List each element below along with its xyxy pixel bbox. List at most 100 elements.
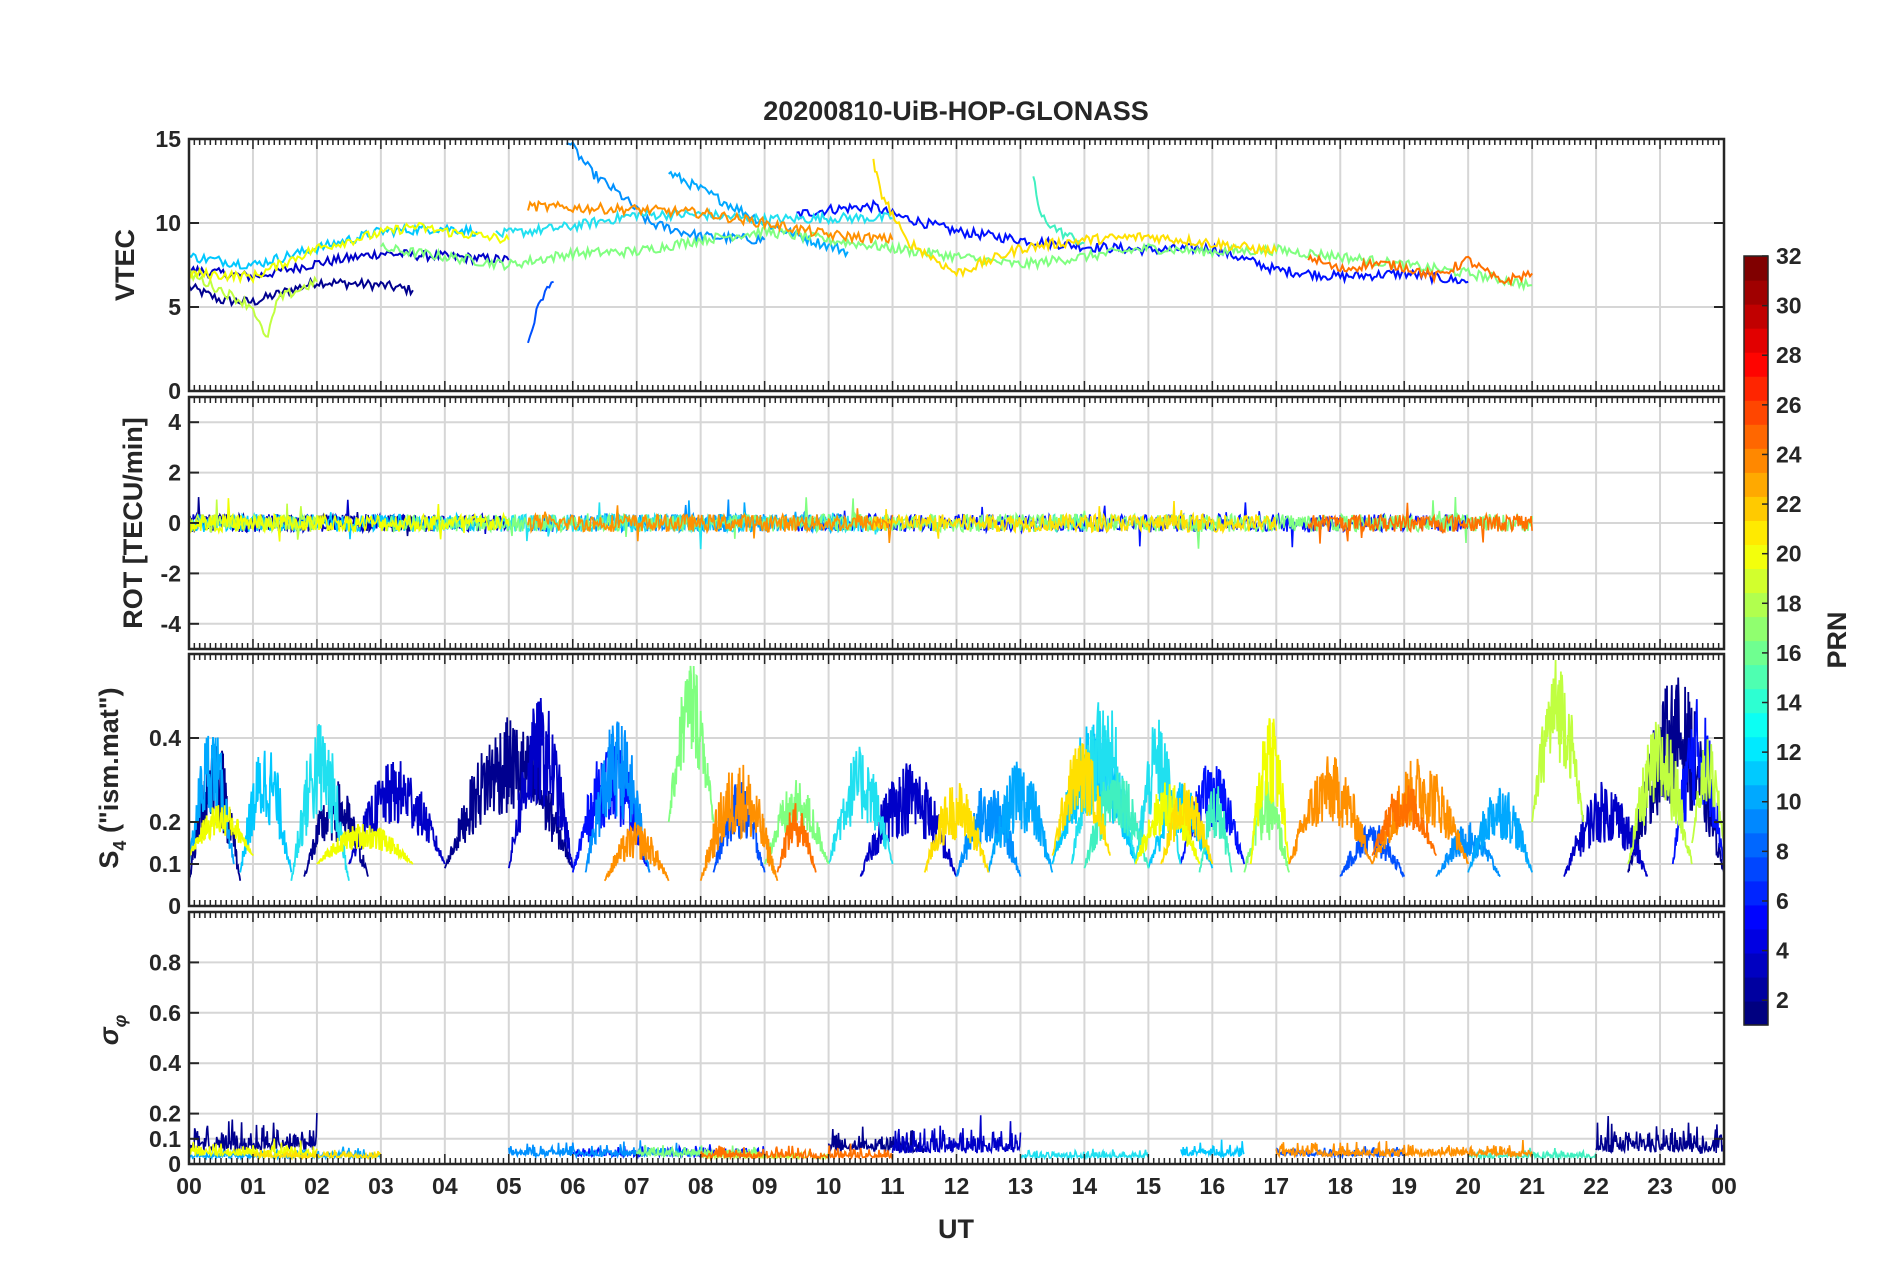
x-tick-label: 12 [944, 1173, 970, 1199]
x-tick-label: 07 [624, 1173, 650, 1199]
colorbar-tick-label: 26 [1776, 392, 1802, 418]
y-axis-label-s4: S4 ("ism.mat") [94, 687, 130, 868]
x-tick-label: 05 [496, 1173, 522, 1199]
s4-line-prn-12 [290, 724, 350, 881]
y-axis-label-sigphi: σφ [94, 1014, 130, 1045]
x-tick-label: 17 [1263, 1173, 1289, 1199]
s4-line-prn-9 [955, 787, 1022, 877]
sigphi-line-prn-24 [699, 1143, 894, 1162]
y-axis-label-sigphi-sub: φ [110, 1014, 130, 1027]
panel-sigphi-ytick-label: 0 [168, 1151, 181, 1177]
panel-vtec-ytick-label: 5 [168, 294, 181, 320]
sigphi-line-prn-11 [1180, 1139, 1245, 1160]
panel-sigphi-ytick-label: 0.2 [149, 1101, 181, 1127]
vtec-line-prn-19 [189, 221, 510, 285]
y-axis-label-s4-main: S [94, 851, 124, 869]
x-tick-label: 10 [816, 1173, 842, 1199]
colorbar-bin [1744, 976, 1768, 1002]
s4-line-prn-1 [443, 717, 574, 869]
s4-line-prn-19 [316, 823, 414, 865]
s4-line-prn-6 [1339, 824, 1406, 878]
s4-line-prn-20 [1160, 782, 1214, 865]
x-tick-label: 00 [176, 1173, 202, 1199]
s4-line-prn-20 [1051, 743, 1111, 856]
colorbar-bin [1744, 448, 1768, 473]
x-axis-ticks: 00 01 02 03 04 05 06 07 08 09 10 11 12 13 14 15 16 17 18 19… [176, 1173, 1737, 1199]
panel-vtec-ytick-label: 0 [168, 378, 181, 404]
vtec-line-prn-6 [527, 280, 554, 344]
s4-line-prn-9 [1435, 822, 1501, 878]
colorbar-tick-label: 18 [1776, 590, 1802, 616]
colorbar-tick-label: 2 [1776, 987, 1789, 1013]
s4-line-prn-11 [239, 750, 293, 873]
colorbar-label: PRN [1822, 611, 1852, 668]
panel-s4-ytick-label: 0 [168, 893, 181, 919]
vtec-line-prn-12 [495, 207, 893, 240]
panel-sigphi-ytick-label: 0.1 [149, 1126, 181, 1152]
s4-line-prn-24 [776, 803, 817, 873]
panel-vtec-ytick-label: 10 [155, 210, 181, 236]
s4-line-prn-3 [507, 697, 574, 869]
sigphi-line-prn-1 [827, 1126, 926, 1154]
colorbar-bin [1744, 928, 1768, 954]
colorbar-tick-label: 14 [1776, 690, 1802, 716]
panel-rot-ytick-label: -4 [161, 611, 182, 637]
x-tick-label: 15 [1136, 1173, 1162, 1199]
sigphi-line-prn-23 [1275, 1140, 1533, 1159]
s4-line-prn-19 [1134, 782, 1201, 865]
colorbar-tick-label: 24 [1776, 441, 1802, 467]
s4-line-prn-23 [1288, 756, 1374, 865]
panel-rot-series [189, 496, 1533, 550]
x-tick-label: 02 [304, 1173, 330, 1199]
s4-line-prn-14 [763, 780, 830, 865]
s4-line-prn-10 [987, 761, 1054, 873]
panel-rot-ytick-label: -2 [161, 560, 181, 586]
colorbar-bin [1744, 304, 1768, 329]
panel-sigphi-ytick-label: 0.6 [149, 1000, 181, 1026]
colorbar-tick-label: 12 [1776, 739, 1802, 765]
y-axis-label-rot: ROT [TECU/min] [118, 417, 148, 628]
colorbar-bin [1744, 808, 1768, 834]
sigphi-line-prn-1 [1595, 1115, 1724, 1155]
sigphi-line-prn-9 [508, 1140, 702, 1161]
colorbar-bin [1744, 472, 1768, 497]
colorbar-tick-label: 32 [1776, 243, 1802, 269]
sigphi-line-prn-3 [891, 1115, 1022, 1155]
colorbar-tick-label: 4 [1776, 938, 1789, 964]
x-tick-label: 00 [1711, 1173, 1737, 1199]
x-tick-label: 13 [1008, 1173, 1034, 1199]
panel-s4-ytick-label: 0.4 [149, 725, 181, 751]
colorbar-bin [1744, 1000, 1768, 1026]
rot-line-prn-24 [1307, 502, 1533, 544]
panel-s4-series [189, 659, 1724, 882]
s4-line-prn-19 [1249, 718, 1290, 865]
colorbar-bin [1744, 352, 1768, 377]
colorbar-bin [1744, 256, 1768, 281]
panel-sigphi: 00.10.2 0.4 0.6 0.8 [149, 910, 1726, 1177]
vtec-line-prn-13 [1032, 176, 1085, 246]
vtec-line-prn-10 [668, 170, 849, 259]
x-tick-label: 21 [1519, 1173, 1545, 1199]
colorbar-bin [1744, 688, 1768, 714]
s4-line-prn-23 [699, 764, 779, 882]
colorbar-bin [1744, 904, 1768, 930]
x-tick-label: 01 [240, 1173, 266, 1199]
s4-line-prn-17 [1691, 739, 1724, 844]
x-tick-label: 03 [368, 1173, 394, 1199]
colorbar-bin [1744, 496, 1768, 521]
vtec-line-prn-20 [872, 158, 1278, 279]
colorbar-bin [1744, 376, 1768, 401]
colorbar-bin [1744, 664, 1768, 690]
colorbar-bin [1744, 856, 1768, 882]
colorbar-bin [1744, 712, 1768, 738]
vtec-line-prn-23 [527, 199, 894, 245]
colorbar-tick-label: 10 [1776, 789, 1802, 815]
colorbar-tick-label: 6 [1776, 888, 1789, 914]
s4-line-prn-14 [667, 665, 715, 823]
colorbar-bin [1744, 328, 1768, 353]
colorbar-frame [1743, 255, 1769, 1026]
panel-rot-ytick-label: 2 [168, 460, 181, 486]
